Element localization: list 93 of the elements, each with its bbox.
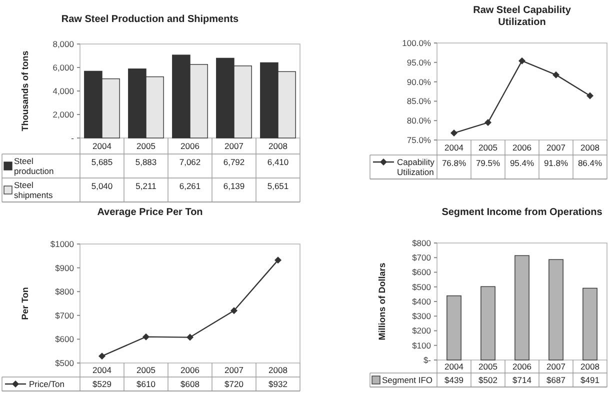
y-tick-label: 4,000 xyxy=(52,86,74,96)
x-tick-label: 2005 xyxy=(136,364,156,375)
chart-title: Raw Steel Capability Utilization xyxy=(473,5,572,28)
data-label: 86.4% xyxy=(578,158,602,168)
y-tick-label: $1000 xyxy=(50,238,74,249)
chart-title: Segment Income from Operations xyxy=(442,207,603,218)
data-label: 6,792 xyxy=(223,156,245,167)
point xyxy=(518,57,526,64)
x-tick-label: 2008 xyxy=(268,364,288,375)
y-tick-label: $600 xyxy=(55,334,74,344)
point xyxy=(552,71,560,78)
data-label: 6,410 xyxy=(267,156,289,167)
y-tick-label: $500 xyxy=(412,282,432,292)
legend-label: Segment IFO xyxy=(382,374,433,385)
legend-label: Price/Ton xyxy=(29,378,65,389)
point xyxy=(142,333,150,340)
y-tick-label: 90.0% xyxy=(406,76,432,87)
y-tick-label: $700 xyxy=(55,310,74,320)
x-tick-label: 2008 xyxy=(580,142,600,152)
y-tick-label: $- xyxy=(423,354,432,365)
x-tick-label: 2008 xyxy=(580,361,600,372)
chart-title: Average Price Per Ton xyxy=(97,207,203,218)
point xyxy=(450,130,458,137)
x-tick-label: 2005 xyxy=(478,361,498,372)
x-tick-label: 2004 xyxy=(92,140,112,151)
data-label: 76.8% xyxy=(442,158,466,168)
point xyxy=(586,92,594,100)
y-tick-label: $900 xyxy=(55,262,74,273)
x-tick-label: 2004 xyxy=(92,364,112,375)
data-label: $720 xyxy=(224,378,244,389)
point xyxy=(98,352,106,360)
data-label: 7,062 xyxy=(179,156,201,167)
y-tick-label: 2,000 xyxy=(52,109,74,120)
y-tick-label: $300 xyxy=(412,311,432,322)
point xyxy=(230,307,238,314)
data-label: $714 xyxy=(512,374,532,385)
data-label: 6,261 xyxy=(179,180,201,191)
y-tick-label: $800 xyxy=(412,238,432,248)
x-tick-label: 2007 xyxy=(224,140,244,151)
x-tick-label: 2004 xyxy=(444,361,464,372)
y-tick-label: 95.0% xyxy=(406,57,432,68)
point xyxy=(484,119,492,126)
x-tick-label: 2006 xyxy=(512,142,532,152)
y-tick-label: 100.0% xyxy=(402,38,432,48)
x-tick-label: 2007 xyxy=(224,364,244,375)
legend-label: Steel shipments xyxy=(14,180,53,200)
y-tick-label: $100 xyxy=(412,340,432,350)
legend-label: Capability Utilization xyxy=(397,156,436,177)
y-tick-label: - xyxy=(71,132,74,143)
legend-label: Steel production xyxy=(14,156,54,176)
y-tick-label: 85.0% xyxy=(406,96,432,106)
x-tick-label: 2006 xyxy=(180,364,200,375)
y-tick-label: $500 xyxy=(55,358,74,368)
y-tick-label: 80.0% xyxy=(406,116,432,126)
data-label: 91.8% xyxy=(544,158,568,168)
data-label: $529 xyxy=(92,378,112,389)
data-label: 5,040 xyxy=(91,180,113,191)
y-tick-label: $800 xyxy=(55,286,74,297)
y-tick-label: 6,000 xyxy=(52,62,74,72)
point xyxy=(274,256,282,264)
data-label: $439 xyxy=(444,374,464,385)
data-label: 95.4% xyxy=(510,158,534,168)
chart-title: Raw Steel Production and Shipments xyxy=(61,14,240,25)
data-label: $502 xyxy=(478,374,498,385)
y-tick-label: $600 xyxy=(412,267,432,278)
y-tick-label: $400 xyxy=(412,296,432,306)
data-label: $491 xyxy=(580,374,600,385)
point xyxy=(186,334,194,341)
data-label: 5,685 xyxy=(91,156,113,167)
x-tick-label: 2005 xyxy=(478,142,498,152)
data-label: 5,651 xyxy=(267,180,289,191)
data-label: 79.5% xyxy=(476,158,500,168)
x-tick-label: 2006 xyxy=(512,361,532,372)
y-tick-label: 75.0% xyxy=(406,134,432,145)
x-tick-label: 2004 xyxy=(444,142,464,152)
y-axis-title: Thousands of tons xyxy=(20,50,30,132)
y-axis-title: Per Ton xyxy=(20,287,30,320)
data-label: 5,211 xyxy=(136,180,157,191)
x-tick-label: 2007 xyxy=(546,142,566,152)
y-tick-label: $700 xyxy=(412,252,432,263)
y-axis-title: Millions of Dollars xyxy=(377,262,387,340)
data-label: 6,139 xyxy=(223,180,245,191)
data-label: $608 xyxy=(180,378,200,389)
x-tick-label: 2006 xyxy=(180,140,200,151)
y-tick-label: 8,000 xyxy=(52,38,74,49)
x-tick-label: 2008 xyxy=(268,140,288,151)
data-label: $610 xyxy=(136,378,156,389)
data-label: $687 xyxy=(546,374,566,385)
data-label: 5,883 xyxy=(135,156,157,167)
x-tick-label: 2007 xyxy=(546,361,566,372)
data-label: $932 xyxy=(268,378,288,389)
y-tick-label: $200 xyxy=(412,326,432,336)
x-tick-label: 2005 xyxy=(136,140,156,151)
